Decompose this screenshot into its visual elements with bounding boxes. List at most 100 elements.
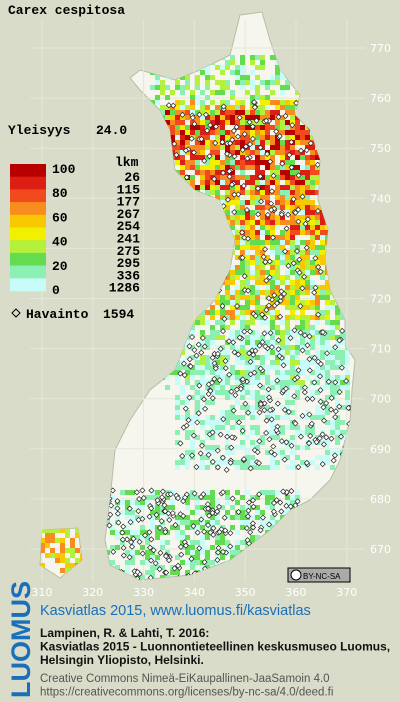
cell — [225, 430, 230, 435]
cell — [240, 525, 245, 530]
cell — [195, 315, 200, 320]
cell — [220, 90, 225, 95]
cell — [160, 545, 165, 550]
cell — [305, 255, 310, 260]
cell — [305, 230, 310, 235]
observation-dot — [252, 312, 259, 319]
cell — [275, 280, 280, 285]
cell — [275, 150, 280, 155]
observation-dot — [206, 512, 213, 519]
cell — [230, 60, 235, 65]
cell — [255, 260, 260, 265]
cell — [290, 215, 295, 220]
cell — [160, 185, 165, 190]
observation-dot — [166, 241, 173, 248]
cell — [275, 60, 280, 65]
observation-dot — [210, 525, 217, 532]
cell — [295, 275, 300, 280]
cell — [215, 255, 220, 260]
cell — [330, 355, 335, 360]
cell — [150, 240, 155, 245]
cell — [115, 545, 120, 550]
cell — [275, 385, 280, 390]
observation-dot — [265, 302, 272, 309]
cell — [320, 175, 325, 180]
observation-dot — [265, 386, 272, 393]
cell — [290, 380, 295, 385]
cell — [210, 315, 215, 320]
cell — [225, 155, 230, 160]
cell — [180, 250, 185, 255]
cell — [255, 155, 260, 160]
cell — [215, 570, 220, 575]
cell — [225, 265, 230, 270]
cell — [230, 330, 235, 335]
cell — [225, 545, 230, 550]
cell — [300, 215, 305, 220]
cell — [155, 505, 160, 510]
cell — [165, 215, 170, 220]
cell — [160, 565, 165, 570]
cell — [245, 130, 250, 135]
observation-dot — [278, 438, 285, 445]
cell — [175, 555, 180, 560]
cell — [315, 225, 320, 230]
cell — [280, 200, 285, 205]
cell — [205, 115, 210, 120]
cell — [70, 548, 75, 553]
cell — [285, 395, 290, 400]
cell — [340, 340, 345, 345]
cell — [295, 195, 300, 200]
cell — [210, 450, 215, 455]
cell — [220, 370, 225, 375]
cell — [320, 370, 325, 375]
cell — [265, 270, 270, 275]
cell — [215, 235, 220, 240]
cell — [240, 200, 245, 205]
cell — [215, 110, 220, 115]
cell — [210, 325, 215, 330]
cell — [305, 135, 310, 140]
cell — [210, 245, 215, 250]
observation-dot — [272, 531, 279, 538]
cell — [230, 555, 235, 560]
cell — [285, 380, 290, 385]
cell — [165, 540, 170, 545]
observation-dot — [306, 367, 313, 374]
y-tick-label: 720 — [370, 293, 391, 306]
cell — [60, 553, 65, 558]
link[interactable]: Kasviatlas 2015, www.luomus.fi/kasviatla… — [40, 603, 311, 619]
cell — [265, 160, 270, 165]
observation-dot — [212, 365, 219, 372]
observation-dot — [293, 99, 300, 106]
cell — [320, 225, 325, 230]
cell — [240, 80, 245, 85]
observation-dot — [241, 234, 248, 241]
cell — [215, 120, 220, 125]
cell — [285, 270, 290, 275]
cell — [200, 60, 205, 65]
cell — [215, 155, 220, 160]
cell — [200, 370, 205, 375]
cell — [220, 145, 225, 150]
cell — [290, 200, 295, 205]
cell — [275, 165, 280, 170]
cell — [230, 155, 235, 160]
observation-dot — [196, 382, 203, 389]
cell — [265, 490, 270, 495]
cell — [180, 390, 185, 395]
cell — [175, 115, 180, 120]
observation-dot — [129, 543, 136, 550]
cell — [270, 360, 275, 365]
cell — [245, 245, 250, 250]
observation-dot — [229, 434, 236, 441]
cell — [260, 435, 265, 440]
cell — [300, 115, 305, 120]
cell — [150, 555, 155, 560]
observation-dot — [175, 495, 182, 502]
cell — [255, 75, 260, 80]
cell — [300, 205, 305, 210]
cell — [265, 220, 270, 225]
observation-dot — [257, 144, 264, 151]
cell — [295, 240, 300, 245]
